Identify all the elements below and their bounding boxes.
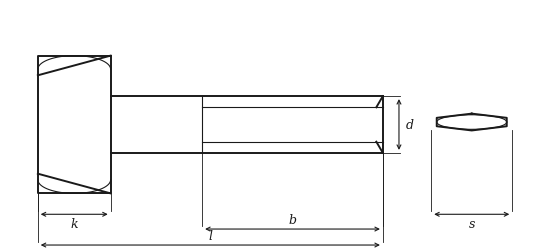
Text: k: k (70, 217, 78, 230)
Text: l: l (208, 229, 212, 242)
Text: s: s (469, 217, 475, 230)
Text: d: d (405, 118, 414, 132)
Text: b: b (289, 213, 296, 226)
